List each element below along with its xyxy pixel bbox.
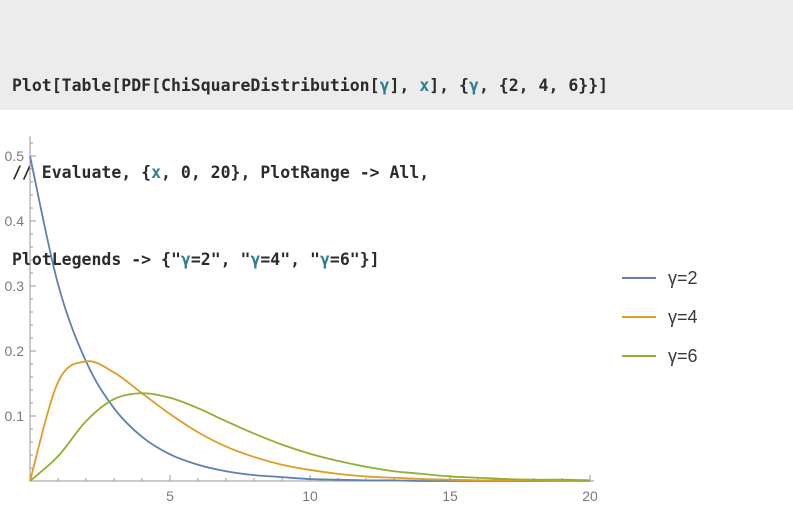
series-line-2 xyxy=(29,360,591,482)
legend-label: γ=4 xyxy=(668,307,698,327)
legend-entry-3: γ=6 xyxy=(622,346,698,366)
code-variable-token: γ xyxy=(379,76,390,95)
code-text-token: , 0, 20}, PlotRange -> All, xyxy=(161,163,430,182)
code-text-token: =2", " xyxy=(190,250,251,269)
y-tick-label: 0.1 xyxy=(5,408,25,424)
y-tick-label: 0.4 xyxy=(5,213,25,229)
x-tick-label: 20 xyxy=(582,488,598,504)
code-variable-token: γ xyxy=(250,250,261,269)
code-line-2: // Evaluate, {x, 0, 20}, PlotRange -> Al… xyxy=(12,158,781,187)
x-tick-label: 15 xyxy=(442,488,458,504)
legend-entry-1: γ=2 xyxy=(622,268,698,288)
code-text-token: , {2, 4, 6}}] xyxy=(478,76,609,95)
legend-label: γ=6 xyxy=(668,346,698,366)
code-variable-token: x xyxy=(151,163,162,182)
code-line-3: PlotLegends -> {"γ=2", "γ=4", "γ=6"}] xyxy=(12,245,781,274)
code-text-token: ], { xyxy=(429,76,469,95)
y-tick-label: 0.3 xyxy=(5,278,25,294)
x-tick-label: 10 xyxy=(302,488,318,504)
plot-output: 5 10 15 20 0.1 0.2 0.3 0.4 0.5 γ=2 γ=4 γ=6 xyxy=(0,118,793,511)
code-text-token: =6"}] xyxy=(329,250,380,269)
legend-entry-2: γ=4 xyxy=(622,307,698,327)
code-variable-token: x xyxy=(419,76,430,95)
code-text-token: ], xyxy=(389,76,420,95)
code-text-token: // Evaluate, { xyxy=(12,163,152,182)
y-tick-label: 0.2 xyxy=(5,343,25,359)
code-variable-token: γ xyxy=(319,250,330,269)
series-line-3 xyxy=(29,392,591,482)
chi-square-pdf-plot: 5 10 15 20 0.1 0.2 0.3 0.4 0.5 γ=2 γ=4 γ=6 xyxy=(5,136,698,504)
legend-label: γ=2 xyxy=(668,268,698,288)
code-variable-token: γ xyxy=(180,250,191,269)
code-text-token: PlotLegends -> {" xyxy=(12,250,181,269)
code-variable-token: γ xyxy=(469,76,479,95)
x-tick-label: 5 xyxy=(166,488,174,504)
code-text-token: =4", " xyxy=(260,250,320,269)
series-line-1 xyxy=(29,155,590,482)
code-text-token: Plot[Table[PDF[ChiSquareDistribution[ xyxy=(12,76,380,95)
code-input-cell[interactable]: Plot[Table[PDF[ChiSquareDistribution[γ],… xyxy=(0,0,793,269)
code-line-1: Plot[Table[PDF[ChiSquareDistribution[γ],… xyxy=(12,71,781,100)
y-tick-label: 0.5 xyxy=(5,148,25,164)
